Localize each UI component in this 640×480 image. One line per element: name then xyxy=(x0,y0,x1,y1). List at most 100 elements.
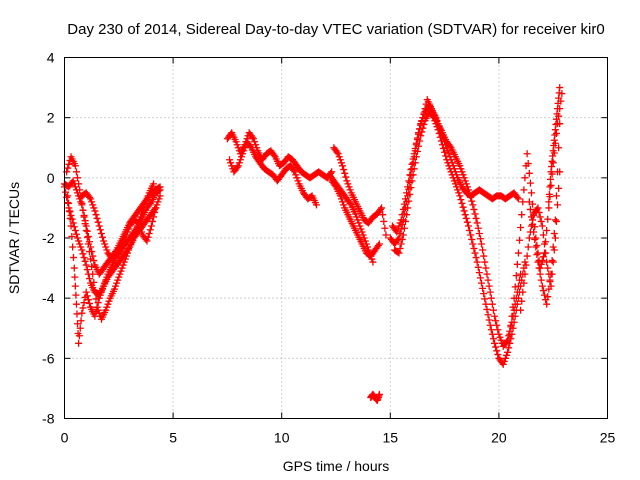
data-point xyxy=(544,293,552,301)
x-tick-label: 10 xyxy=(274,430,290,446)
data-point xyxy=(419,114,427,122)
data-point xyxy=(67,211,75,219)
data-point xyxy=(482,264,490,272)
data-point xyxy=(534,249,542,257)
data-point xyxy=(541,240,549,248)
data-point xyxy=(156,186,164,194)
data-point xyxy=(146,199,154,207)
data-point xyxy=(455,189,463,197)
data-point xyxy=(97,229,105,237)
data-point xyxy=(488,330,496,338)
data-point xyxy=(534,204,542,212)
data-point xyxy=(233,141,241,149)
data-point xyxy=(344,180,352,188)
data-point xyxy=(102,306,110,314)
data-point xyxy=(125,225,133,233)
data-point xyxy=(550,229,558,237)
data-point xyxy=(488,300,496,308)
data-point xyxy=(232,138,240,146)
data-point xyxy=(75,339,83,347)
data-point xyxy=(337,159,345,167)
data-point xyxy=(476,274,484,282)
data-point xyxy=(545,190,553,198)
data-point xyxy=(440,135,448,143)
data-point xyxy=(475,229,483,237)
data-point xyxy=(79,250,87,258)
data-point xyxy=(485,316,493,324)
data-point xyxy=(551,234,559,242)
x-tick-label: 25 xyxy=(600,430,616,446)
data-point xyxy=(546,278,554,286)
data-point xyxy=(510,294,518,302)
data-point xyxy=(79,206,87,214)
data-point xyxy=(407,166,415,174)
data-point xyxy=(472,254,480,262)
data-point xyxy=(507,335,515,343)
data-point xyxy=(399,231,407,239)
data-point xyxy=(397,240,405,248)
data-point xyxy=(64,164,72,172)
data-point xyxy=(91,207,99,215)
data-point xyxy=(291,168,299,176)
data-point xyxy=(116,270,124,278)
data-point xyxy=(72,230,80,238)
x-tick-label: 0 xyxy=(61,430,69,446)
data-point xyxy=(402,217,410,225)
data-point xyxy=(94,218,102,226)
series-track-m xyxy=(391,108,529,368)
data-point xyxy=(534,258,542,266)
data-point xyxy=(530,228,538,236)
data-point xyxy=(416,125,424,133)
data-point xyxy=(555,144,563,152)
data-point xyxy=(464,222,472,230)
data-point xyxy=(538,222,546,230)
data-point xyxy=(513,260,521,268)
data-point xyxy=(103,303,111,311)
data-point xyxy=(496,333,504,341)
data-point xyxy=(148,217,156,225)
data-point xyxy=(380,217,388,225)
data-point xyxy=(235,159,243,167)
plot-frame xyxy=(64,57,608,419)
data-point xyxy=(503,338,511,346)
data-point xyxy=(249,135,257,143)
data-point xyxy=(145,229,153,237)
data-point xyxy=(543,300,551,308)
data-point xyxy=(413,134,421,142)
data-point xyxy=(433,117,441,125)
data-point xyxy=(552,129,560,137)
data-point xyxy=(71,273,79,281)
data-point xyxy=(539,231,547,239)
data-point xyxy=(144,233,152,241)
data-point xyxy=(529,220,537,228)
data-point xyxy=(76,186,84,194)
data-point xyxy=(549,243,557,251)
data-point xyxy=(85,299,93,307)
data-point xyxy=(519,198,527,206)
data-point xyxy=(497,336,505,344)
data-point xyxy=(71,162,79,170)
data-point xyxy=(524,243,532,251)
data-point xyxy=(499,360,507,368)
data-point xyxy=(456,162,464,170)
data-point xyxy=(397,216,405,224)
data-point xyxy=(450,177,458,185)
data-point xyxy=(83,227,91,235)
data-point xyxy=(409,155,417,163)
data-point xyxy=(471,249,479,257)
data-point xyxy=(404,183,412,191)
data-point xyxy=(85,275,93,283)
data-point xyxy=(517,282,525,290)
data-point xyxy=(346,186,354,194)
data-point xyxy=(270,151,278,159)
data-point xyxy=(460,174,468,182)
data-point xyxy=(533,251,541,259)
data-point xyxy=(93,303,101,311)
data-point xyxy=(75,237,83,245)
data-point xyxy=(79,304,87,312)
data-point xyxy=(474,263,482,271)
data-point xyxy=(418,117,426,125)
data-point xyxy=(363,243,371,251)
data-point xyxy=(346,199,354,207)
data-point xyxy=(234,144,242,152)
